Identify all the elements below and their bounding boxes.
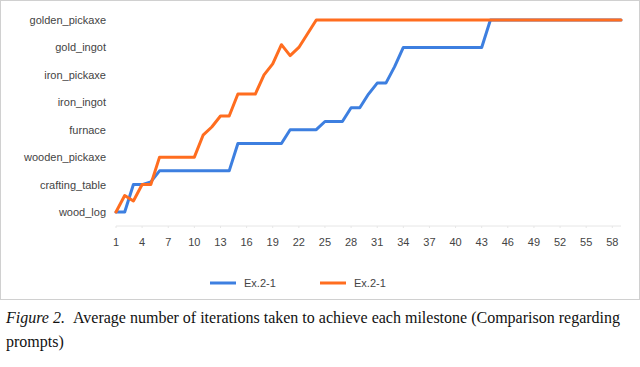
y-tick bbox=[112, 102, 115, 103]
legend-label: Ex.2-1 bbox=[354, 277, 386, 289]
x-tick-label: 55 bbox=[580, 236, 592, 248]
caption: Figure 2.Average number of iterations ta… bbox=[0, 300, 628, 354]
x-tick-label: 13 bbox=[214, 236, 226, 248]
x-tick bbox=[194, 226, 195, 228]
x-tick bbox=[403, 226, 404, 228]
x-tick bbox=[586, 226, 587, 228]
x-axis bbox=[116, 226, 621, 227]
x-tick-label: 1 bbox=[113, 236, 119, 248]
chart: wood_log crafting_table wooden_pickaxe furn… bbox=[0, 0, 640, 300]
x-tick-label: 34 bbox=[397, 236, 409, 248]
x-tick bbox=[142, 226, 143, 228]
x-tick bbox=[455, 226, 456, 228]
legend-swatch bbox=[210, 282, 236, 285]
x-tick-label: 28 bbox=[345, 236, 357, 248]
y-tick-label: furnace bbox=[69, 124, 106, 136]
x-tick bbox=[324, 226, 325, 228]
x-tick bbox=[481, 226, 482, 228]
x-tick bbox=[220, 226, 221, 228]
x-tick-label: 43 bbox=[476, 236, 488, 248]
x-tick bbox=[612, 226, 613, 228]
x-tick-label: 10 bbox=[188, 236, 200, 248]
caption-label: Figure 2. bbox=[6, 309, 65, 326]
x-tick-label: 49 bbox=[528, 236, 540, 248]
frame bbox=[1, 1, 640, 300]
x-tick bbox=[298, 226, 299, 228]
x-tick-label: 22 bbox=[293, 236, 305, 248]
x-tick-label: 31 bbox=[371, 236, 383, 248]
y-tick bbox=[112, 184, 115, 185]
y-tick-label: crafting_table bbox=[40, 179, 106, 191]
y-tick-label: iron_ingot bbox=[58, 96, 106, 108]
x-tick bbox=[533, 226, 534, 228]
y-tick-label: wooden_pickaxe bbox=[23, 151, 106, 163]
x-tick bbox=[429, 226, 430, 228]
x-tick bbox=[272, 226, 273, 228]
y-tick bbox=[112, 129, 115, 130]
x-tick-label: 46 bbox=[502, 236, 514, 248]
x-tick bbox=[246, 226, 247, 228]
plot-area bbox=[116, 20, 621, 212]
x-tick-label: 7 bbox=[165, 236, 171, 248]
y-tick-label: golden_pickaxe bbox=[30, 14, 106, 26]
x-tick bbox=[560, 226, 561, 228]
y-tick-label: iron_pickaxe bbox=[44, 69, 106, 81]
x-tick-label: 25 bbox=[319, 236, 331, 248]
x-tick-label: 19 bbox=[267, 236, 279, 248]
x-tick bbox=[116, 226, 117, 228]
y-tick bbox=[112, 157, 115, 158]
y-tick-label: gold_ingot bbox=[55, 41, 106, 53]
y-tick bbox=[112, 20, 115, 21]
legend-swatch bbox=[320, 282, 346, 285]
series-line bbox=[116, 20, 621, 212]
x-tick-label: 4 bbox=[139, 236, 145, 248]
x-tick-label: 58 bbox=[606, 236, 618, 248]
x-tick-label: 52 bbox=[554, 236, 566, 248]
y-tick-label: wood_log bbox=[58, 206, 106, 218]
y-tick bbox=[112, 74, 115, 75]
series-line bbox=[116, 20, 621, 212]
x-tick bbox=[377, 226, 378, 228]
legend-label: Ex.2-1 bbox=[244, 277, 276, 289]
x-tick-label: 16 bbox=[240, 236, 252, 248]
caption-text: Average number of iterations taken to ac… bbox=[6, 309, 620, 350]
x-tick bbox=[168, 226, 169, 228]
x-tick bbox=[351, 226, 352, 228]
y-tick bbox=[112, 47, 115, 48]
x-tick-label: 40 bbox=[449, 236, 461, 248]
x-tick-label: 37 bbox=[423, 236, 435, 248]
x-tick bbox=[507, 226, 508, 228]
